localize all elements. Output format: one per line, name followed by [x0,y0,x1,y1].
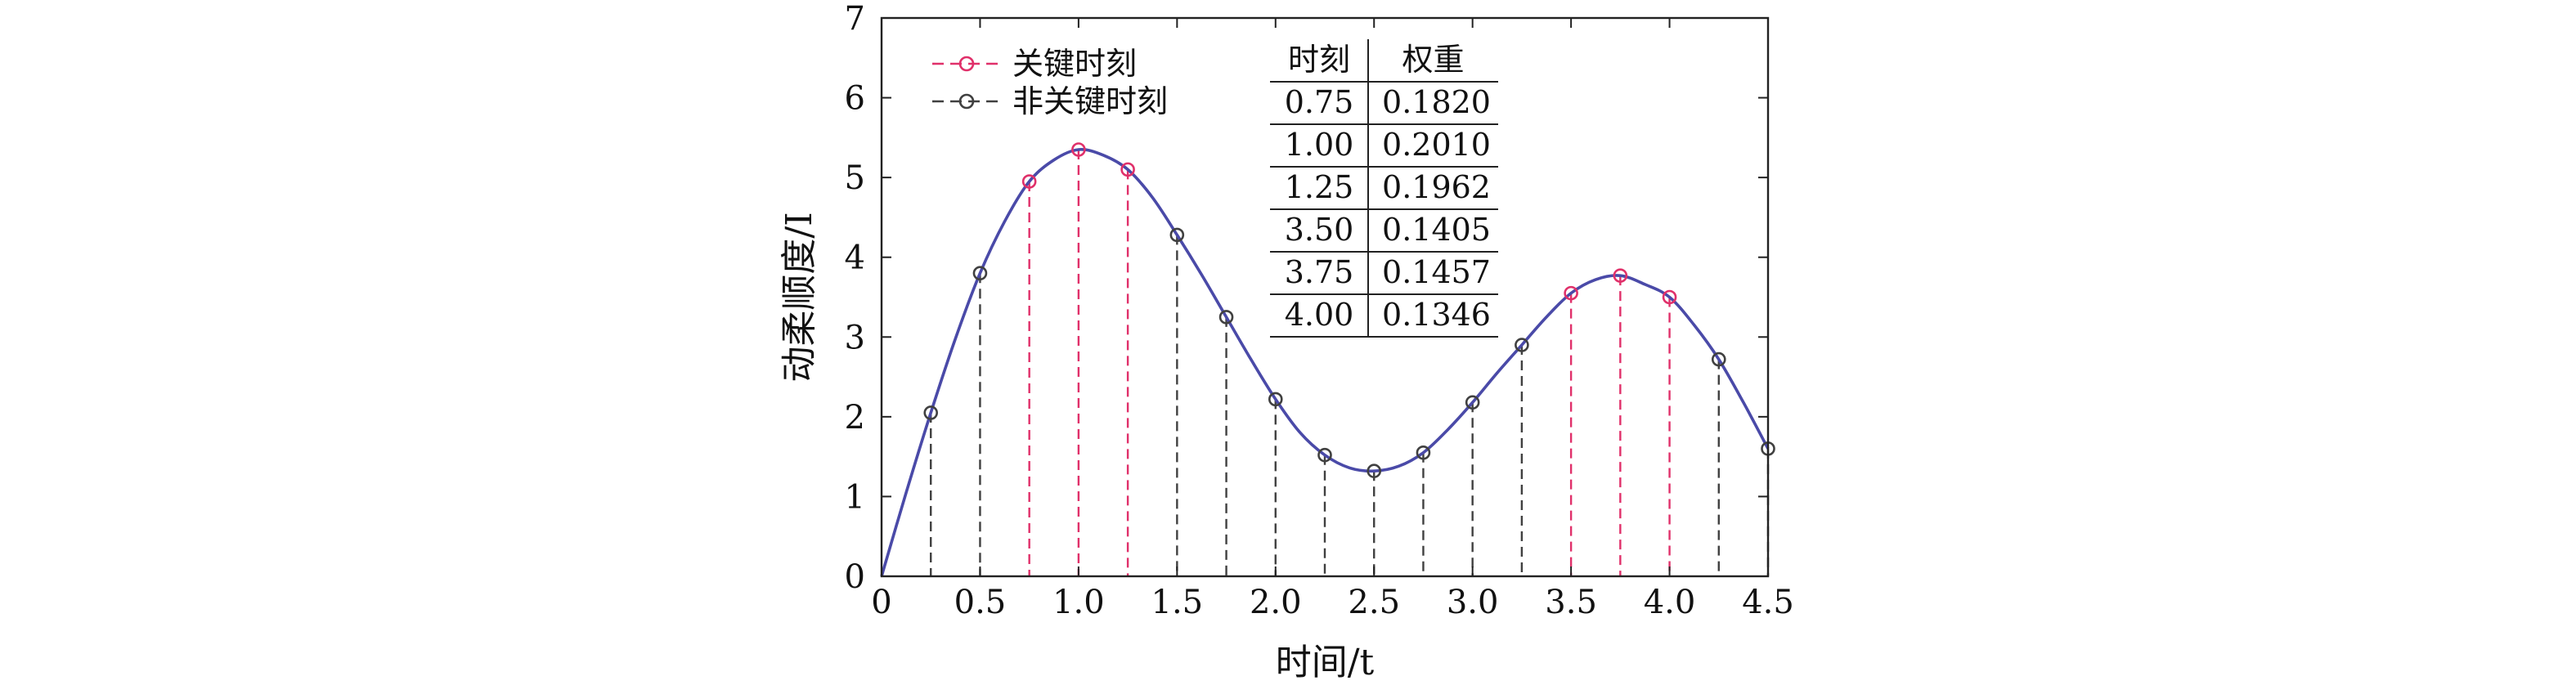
x-tick-label: 3.5 [1545,584,1597,621]
points-group [923,142,1775,479]
key-moment-point [1071,142,1086,157]
table-cell-time: 3.75 [1285,254,1354,290]
weight-table: 时刻 权重 0.75 0.1820 1.00 0.2010 1.25 0.1962 3.50 0.… [1270,39,1498,338]
compliance-curve [880,148,1770,577]
nonkey-moment-point [1711,351,1726,367]
table-cell-weight: 0.1820 [1382,84,1491,120]
legend-marker [958,56,975,72]
x-tick-label: 3.0 [1447,584,1499,621]
nonkey-moment-point [1169,227,1185,243]
nonkey-moment-point [1416,445,1431,460]
table-header-time: 时刻 [1288,42,1350,78]
table-cell-weight: 0.1457 [1382,254,1491,290]
x-axis-title: 时间/t [1276,642,1375,683]
key-moment-point [1662,289,1677,305]
y-tick-label: 5 [845,159,865,197]
key-moment-point [1120,162,1135,177]
nonkey-moment-point [923,405,939,420]
legend-label-nonkey: 非关键时刻 [1012,83,1168,119]
table-cell-time: 4.00 [1285,297,1354,333]
table-header-weight: 权重 [1402,42,1464,78]
curve-group [880,148,1770,577]
x-tick-label: 1.0 [1052,584,1105,621]
table-cell-time: 3.50 [1285,212,1354,248]
x-tick-label: 1.5 [1151,584,1204,621]
x-tick-label: 4.0 [1644,584,1696,621]
nonkey-moment-point [1317,447,1332,463]
y-tick-label: 2 [845,399,865,437]
key-moment-point [1613,268,1628,283]
table-cell-time: 0.75 [1285,84,1354,120]
nonkey-moment-point [972,266,988,281]
legend-marker [958,93,975,110]
x-tick-label: 2.0 [1250,584,1302,621]
y-tick-label: 3 [845,319,865,356]
table-cell-weight: 0.1346 [1382,297,1491,333]
nonkey-moment-point [1218,310,1234,325]
table-cell-weight: 0.1962 [1382,169,1491,205]
key-moment-point [1564,285,1578,301]
y-tick-label: 6 [845,80,865,118]
legend-label-key: 关键时刻 [1012,46,1137,82]
nonkey-moment-point [1465,395,1480,410]
key-moment-point [1021,174,1037,189]
x-tick-label: 2.5 [1348,584,1400,621]
nonkey-moment-point [1367,463,1382,479]
table-cell-time: 1.00 [1285,127,1354,163]
drop-lines-group [930,149,1770,576]
plot-frame [880,16,1770,578]
nonkey-moment-point [1268,392,1283,407]
x-tick-label: 0.5 [954,584,1007,621]
axes-group: 0 0.5 1.0 1.5 2.0 2.5 3.0 3.5 4.0 4.5 0 1 2 3 4 5 6 7 [845,0,1794,621]
x-tick-label: 0 [871,584,891,621]
table-cell-time: 1.25 [1285,169,1354,205]
nonkey-moment-point [1515,338,1529,352]
table-cell-weight: 0.1405 [1382,212,1491,248]
y-tick-label: 7 [845,0,865,38]
y-tick-label: 4 [845,240,865,277]
x-tick-label: 4.5 [1742,584,1794,621]
y-tick-label: 0 [845,558,865,596]
table-cell-weight: 0.2010 [1382,127,1491,163]
y-tick-label: 1 [845,478,865,516]
y-axis-title: 动柔顺度/I [779,212,820,382]
axis-labels-group: 时间/t 动柔顺度/I [779,212,1375,683]
